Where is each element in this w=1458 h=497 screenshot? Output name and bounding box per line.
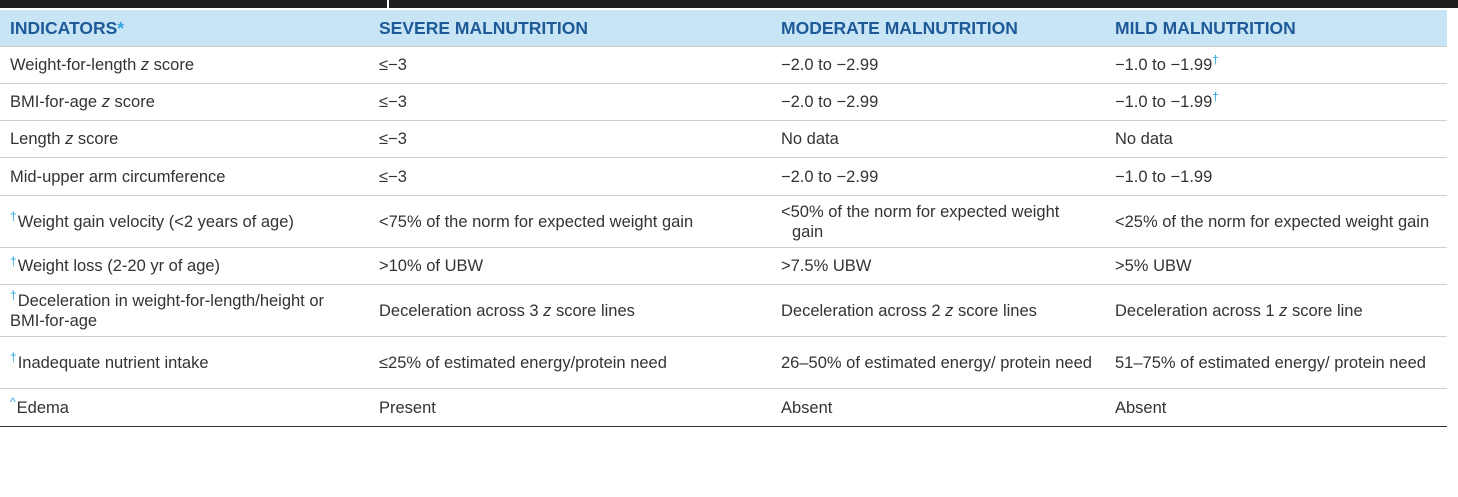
moderate-cell: −2.0 to −2.99 xyxy=(771,46,1105,84)
top-rule-left xyxy=(0,0,387,8)
severe-cell: ≤−3 xyxy=(369,46,771,84)
indicator-cell: †Weight gain velocity (<2 years of age) xyxy=(0,195,369,248)
dagger-symbol: † xyxy=(10,288,17,302)
severe-cell: <75% of the norm for expected weight gai… xyxy=(369,195,771,248)
table-row: †Deceleration in weight-for-length/heigh… xyxy=(0,284,1447,337)
indicator-cell: Weight-for-length z score xyxy=(0,46,369,84)
caret-symbol: ^ xyxy=(10,395,16,409)
moderate-cell: 26–50% of estimated energy/ protein need xyxy=(771,336,1105,389)
moderate-cell: <50% of the norm for expected weight gai… xyxy=(771,195,1105,248)
table-row: Weight-for-length z score ≤−3 −2.0 to −2… xyxy=(0,46,1447,84)
moderate-cell: Deceleration across 2 z score lines xyxy=(771,284,1105,337)
indicator-cell: †Weight loss (2-20 yr of age) xyxy=(0,247,369,285)
severe-cell: Deceleration across 3 z score lines xyxy=(369,284,771,337)
mild-cell: Deceleration across 1 z score line xyxy=(1105,284,1447,337)
severe-cell: ≤−3 xyxy=(369,120,771,158)
table-row: Length z score ≤−3 No data No data xyxy=(0,120,1447,158)
header-severe: SEVERE MALNUTRITION xyxy=(379,17,589,38)
malnutrition-indicators-table: INDICATORS* SEVERE MALNUTRITION MODERATE… xyxy=(0,10,1447,427)
table-row: †Inadequate nutrient intake ≤25% of esti… xyxy=(0,336,1447,389)
mild-cell: Absent xyxy=(1105,388,1447,427)
dagger-symbol: † xyxy=(1212,52,1219,67)
mild-cell: No data xyxy=(1105,120,1447,158)
top-rule xyxy=(0,0,1458,8)
moderate-cell: No data xyxy=(771,120,1105,158)
mild-cell: 51–75% of estimated energy/ protein need xyxy=(1105,336,1447,389)
table-row: Mid-upper arm circumference ≤−3 −2.0 to … xyxy=(0,157,1447,196)
mild-cell: −1.0 to −1.99† xyxy=(1105,46,1447,84)
indicator-cell: †Deceleration in weight-for-length/heigh… xyxy=(0,284,369,337)
indicator-cell: †Inadequate nutrient intake xyxy=(0,336,369,389)
mild-cell: −1.0 to −1.99† xyxy=(1105,83,1447,121)
header-mild: MILD MALNUTRITION xyxy=(1115,17,1296,38)
severe-cell: ≤25% of estimated energy/protein need xyxy=(369,336,771,389)
header-moderate: MODERATE MALNUTRITION xyxy=(781,17,1018,38)
table-row: BMI-for-age z score ≤−3 −2.0 to −2.99 −1… xyxy=(0,83,1447,121)
mild-cell: >5% UBW xyxy=(1105,247,1447,285)
table-row: †Weight gain velocity (<2 years of age) … xyxy=(0,195,1447,248)
dagger-symbol: † xyxy=(10,350,17,364)
indicator-cell: ^Edema xyxy=(0,388,369,427)
mild-cell: −1.0 to −1.99 xyxy=(1105,157,1447,196)
severe-cell: ≤−3 xyxy=(369,157,771,196)
severe-cell: ≤−3 xyxy=(369,83,771,121)
mild-cell: <25% of the norm for expected weight gai… xyxy=(1105,195,1447,248)
header-indicators: INDICATORS* xyxy=(10,17,125,38)
table-header-row: INDICATORS* SEVERE MALNUTRITION MODERATE… xyxy=(0,10,1447,47)
indicator-cell: BMI-for-age z score xyxy=(0,83,369,121)
dagger-symbol: † xyxy=(10,253,17,268)
severe-cell: Present xyxy=(369,388,771,427)
table-row: †Weight loss (2-20 yr of age) >10% of UB… xyxy=(0,247,1447,285)
moderate-cell: >7.5% UBW xyxy=(771,247,1105,285)
header-asterisk: * xyxy=(117,17,125,38)
indicator-cell: Length z score xyxy=(0,120,369,158)
moderate-cell: −2.0 to −2.99 xyxy=(771,157,1105,196)
severe-cell: >10% of UBW xyxy=(369,247,771,285)
indicator-cell: Mid-upper arm circumference xyxy=(0,157,369,196)
table-row: ^Edema Present Absent Absent xyxy=(0,388,1447,427)
top-rule-right xyxy=(389,0,1458,8)
dagger-symbol: † xyxy=(1212,89,1219,104)
moderate-cell: Absent xyxy=(771,388,1105,427)
moderate-cell: −2.0 to −2.99 xyxy=(771,83,1105,121)
dagger-symbol: † xyxy=(10,209,17,223)
